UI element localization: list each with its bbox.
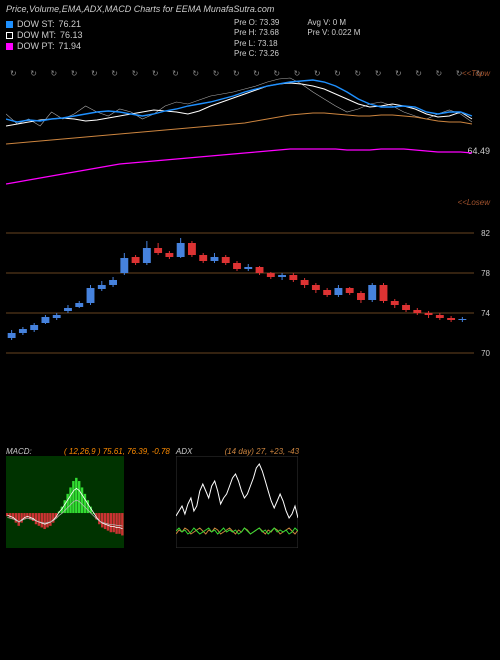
macd-svg (6, 456, 124, 548)
svg-text:↻: ↻ (435, 69, 442, 78)
svg-text:<<Losew: <<Losew (458, 198, 492, 207)
svg-text:74: 74 (481, 309, 490, 318)
svg-text:↻: ↻ (91, 69, 98, 78)
swatch-st (6, 21, 13, 28)
stats-vol: Avg V: 0 M Pre V: 0.022 M (307, 18, 360, 60)
adx-label: ADX (176, 447, 192, 456)
macd-box: MACD: ( 12,26,9 ) 75.61, 76.39, -0.78 (6, 447, 170, 548)
pre-l: Pre L: 73.18 (234, 39, 279, 49)
pre-h: Pre H: 73.68 (234, 28, 279, 38)
legend-dow-pt: DOW PT: 71.94 (6, 41, 146, 51)
svg-text:82: 82 (481, 229, 490, 238)
svg-text:78: 78 (481, 269, 490, 278)
svg-text:↻: ↻ (132, 69, 139, 78)
svg-text:↻: ↻ (415, 69, 422, 78)
avg-v: Avg V: 0 M (307, 18, 360, 28)
svg-text:↻: ↻ (294, 69, 301, 78)
svg-text:↻: ↻ (354, 69, 361, 78)
legend: DOW ST: 76.21 DOW MT: 76.13 DOW PT: 71.9… (6, 18, 146, 60)
candle-chart: 82 78 74 70 (6, 213, 494, 373)
svg-text:↻: ↻ (213, 69, 220, 78)
legend-value: 71.94 (59, 41, 82, 51)
legend-label: DOW MT: (17, 30, 56, 40)
swatch-mt (6, 32, 13, 39)
svg-text:↻: ↻ (334, 69, 341, 78)
svg-text:↻: ↻ (192, 69, 199, 78)
svg-text:70: 70 (481, 349, 490, 358)
svg-text:↻: ↻ (172, 69, 179, 78)
svg-text:↻: ↻ (375, 69, 382, 78)
legend-dow-mt: DOW MT: 76.13 (6, 30, 146, 40)
pre-v: Pre V: 0.022 M (307, 28, 360, 38)
adx-params: (14 day) 27, +23, -43 (225, 447, 300, 456)
page-title: Price,Volume,EMA,ADX,MACD Charts for EEM… (0, 0, 500, 18)
svg-text:↻: ↻ (314, 69, 321, 78)
svg-text:↻: ↻ (30, 69, 37, 78)
svg-text:↻: ↻ (395, 69, 402, 78)
legend-value: 76.21 (59, 19, 82, 29)
svg-text:↻: ↻ (253, 69, 260, 78)
svg-text:↻: ↻ (51, 69, 58, 78)
svg-text:64.49: 64.49 (467, 145, 490, 155)
svg-text:↻: ↻ (71, 69, 78, 78)
svg-text:<<Topw: <<Topw (462, 69, 491, 78)
info-row: DOW ST: 76.21 DOW MT: 76.13 DOW PT: 71.9… (0, 18, 500, 60)
svg-text:↻: ↻ (152, 69, 159, 78)
stats-ohlc: Pre O: 73.39 Pre H: 73.68 Pre L: 73.18 P… (234, 18, 279, 60)
legend-dow-st: DOW ST: 76.21 (6, 19, 146, 29)
price-chart-svg: ↻↻↻↻↻↻↻↻↻↻↻↻↻↻↻↻↻↻↻↻↻↻↻↻<<Topw<<Losew64.… (6, 64, 492, 209)
price-chart: ↻↻↻↻↻↻↻↻↻↻↻↻↻↻↻↻↻↻↻↻↻↻↻↻<<Topw<<Losew64.… (6, 64, 494, 209)
swatch-pt (6, 43, 13, 50)
adx-box: ADX (14 day) 27, +23, -43 (176, 447, 299, 548)
macd-params: ( 12,26,9 ) 75.61, 76.39, -0.78 (64, 447, 170, 456)
macd-label: MACD: (6, 447, 32, 456)
legend-value: 76.13 (60, 30, 83, 40)
pre-c: Pre C: 73.26 (234, 49, 279, 59)
legend-label: DOW PT: (17, 41, 55, 51)
svg-text:↻: ↻ (273, 69, 280, 78)
legend-label: DOW ST: (17, 19, 55, 29)
adx-svg (176, 456, 298, 548)
pre-o: Pre O: 73.39 (234, 18, 279, 28)
svg-text:↻: ↻ (10, 69, 17, 78)
candle-chart-svg: 82 78 74 70 (6, 213, 492, 373)
svg-text:↻: ↻ (111, 69, 118, 78)
svg-text:↻: ↻ (233, 69, 240, 78)
indicator-row: MACD: ( 12,26,9 ) 75.61, 76.39, -0.78 AD… (0, 447, 500, 548)
